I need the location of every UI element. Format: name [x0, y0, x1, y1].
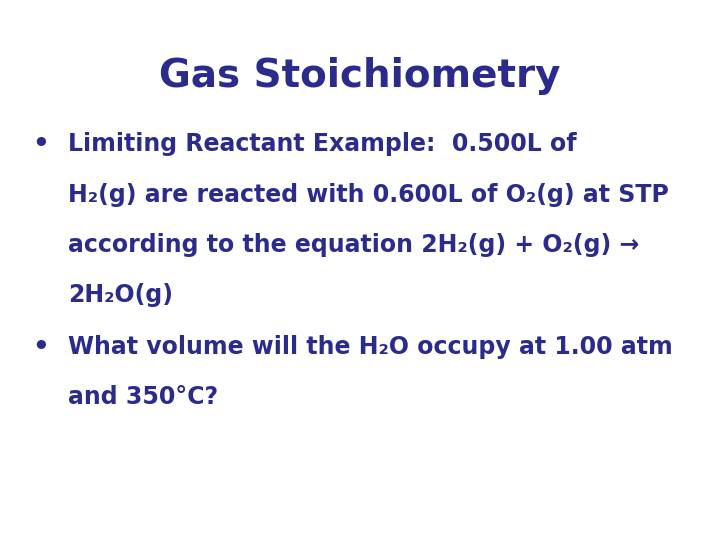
Text: and 350°C?: and 350°C?: [68, 385, 219, 409]
Text: •: •: [32, 132, 49, 158]
Text: according to the equation 2H₂(g) + O₂(g) →: according to the equation 2H₂(g) + O₂(g)…: [68, 233, 639, 256]
Text: •: •: [32, 335, 49, 361]
Text: What volume will the H₂O occupy at 1.00 atm: What volume will the H₂O occupy at 1.00 …: [68, 335, 673, 359]
Text: H₂(g) are reacted with 0.600L of O₂(g) at STP: H₂(g) are reacted with 0.600L of O₂(g) a…: [68, 183, 670, 206]
Text: 2H₂O(g): 2H₂O(g): [68, 283, 174, 307]
Text: Gas Stoichiometry: Gas Stoichiometry: [159, 57, 561, 94]
Text: Limiting Reactant Example:  0.500L of: Limiting Reactant Example: 0.500L of: [68, 132, 577, 156]
